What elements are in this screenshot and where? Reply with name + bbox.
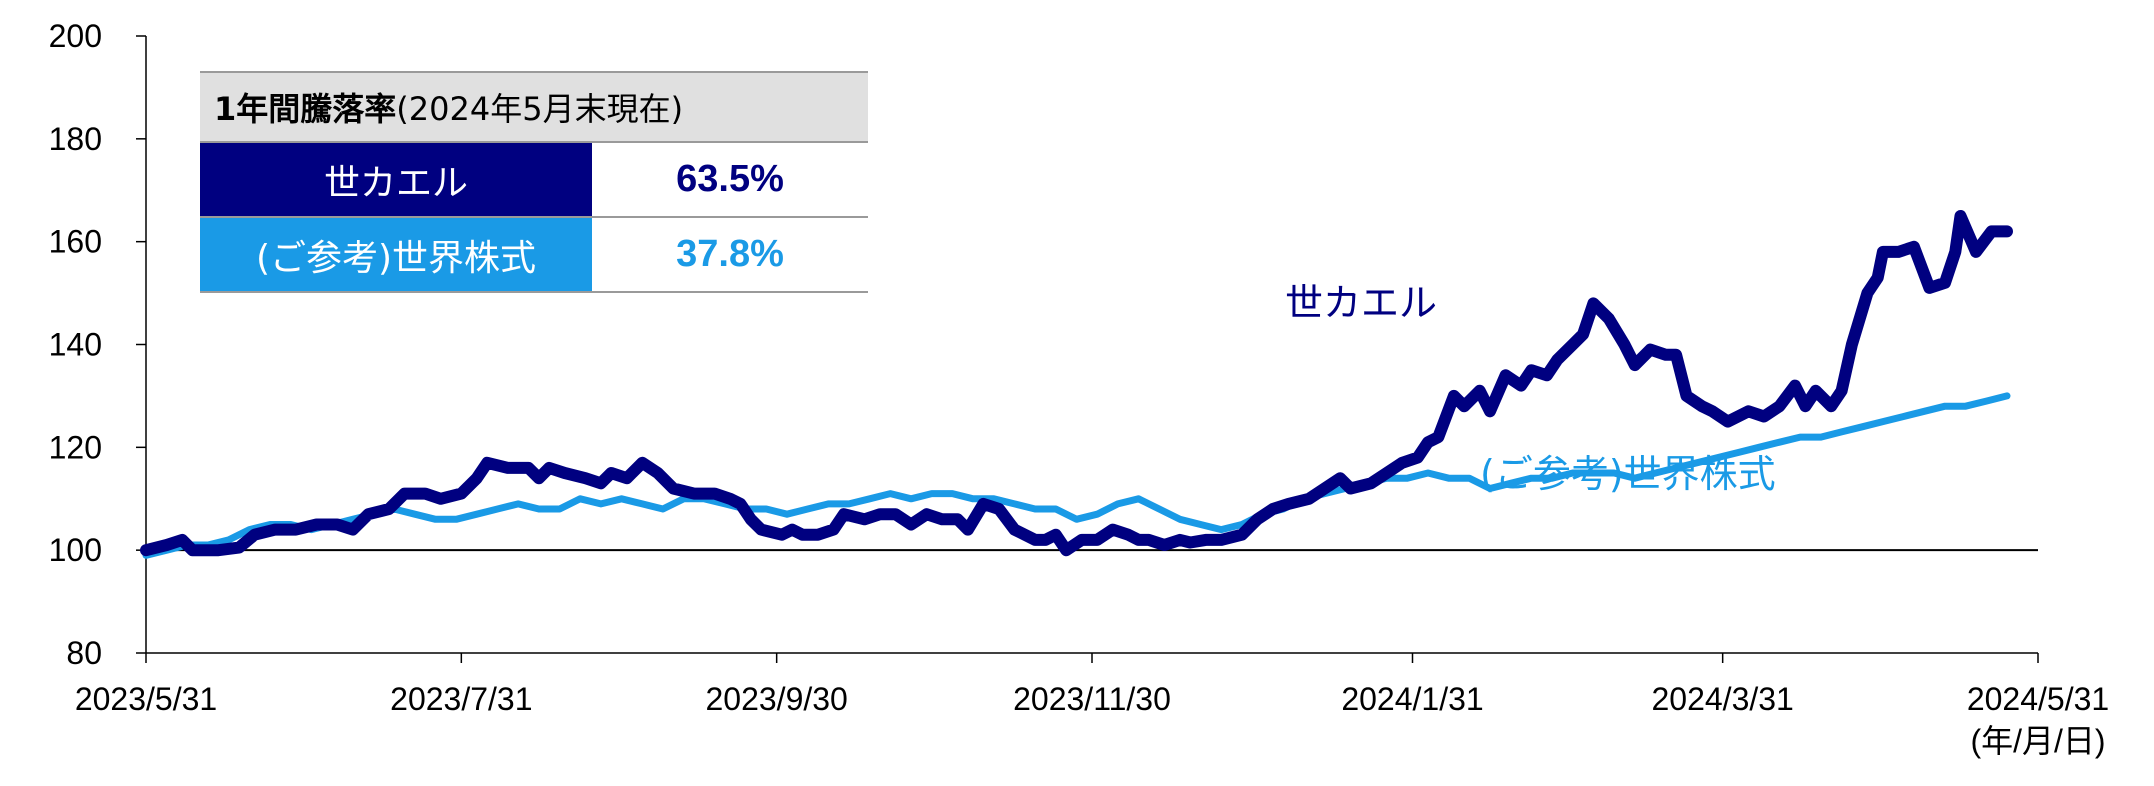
chart-series [140,210,2013,559]
x-unit-label: (年/月/日) [1970,723,2105,759]
series-line-fund [140,210,2013,557]
series-label-world: (ご参考)世界株式 [1480,452,1776,496]
y-tick-label: 160 [49,224,102,260]
y-tick-label: 180 [49,121,102,157]
x-tick-label: 2023/11/30 [1013,681,1171,717]
summary-row-fund-value: 63.5% [592,143,868,216]
y-tick-label: 200 [49,18,102,54]
y-tick-label: 120 [49,429,102,465]
y-tick-label: 140 [49,327,102,363]
x-tick-label: 2023/7/31 [390,681,532,717]
summary-table-header: 1年間騰落率 (2024年5月末現在) [200,71,868,143]
summary-row-world-value: 37.8% [592,218,868,291]
chart-series-labels: 世カエル (ご参考)世界株式 [1285,281,1776,496]
y-tick-label: 80 [66,635,102,671]
series-line-world [142,392,2011,559]
series-label-fund: 世カエル [1285,281,1437,325]
summary-header-date: (2024年5月末現在) [396,90,684,128]
x-tick-label: 2023/9/30 [705,681,847,717]
x-tick-label: 2024/3/31 [1651,681,1793,717]
x-tick-label: 2024/5/31 [1967,681,2109,717]
chart-axes: 80 100 120 140 160 180 200 2023/5/31 2023/7/31 20… [49,18,2110,759]
summary-row-fund-name: 世カエル [200,143,592,216]
summary-header-title: 1年間騰落率 [214,90,397,128]
return-summary-table: 1年間騰落率 (2024年5月末現在) 世カエル 63.5% (ご参考)世界株式… [200,71,868,293]
x-tick-label: 2023/5/31 [75,681,217,717]
x-tick-label: 2024/1/31 [1341,681,1483,717]
y-tick-label: 100 [49,532,102,568]
summary-row-world: (ご参考)世界株式 37.8% [200,218,868,293]
summary-row-fund: 世カエル 63.5% [200,143,868,218]
summary-row-world-name: (ご参考)世界株式 [200,218,592,291]
